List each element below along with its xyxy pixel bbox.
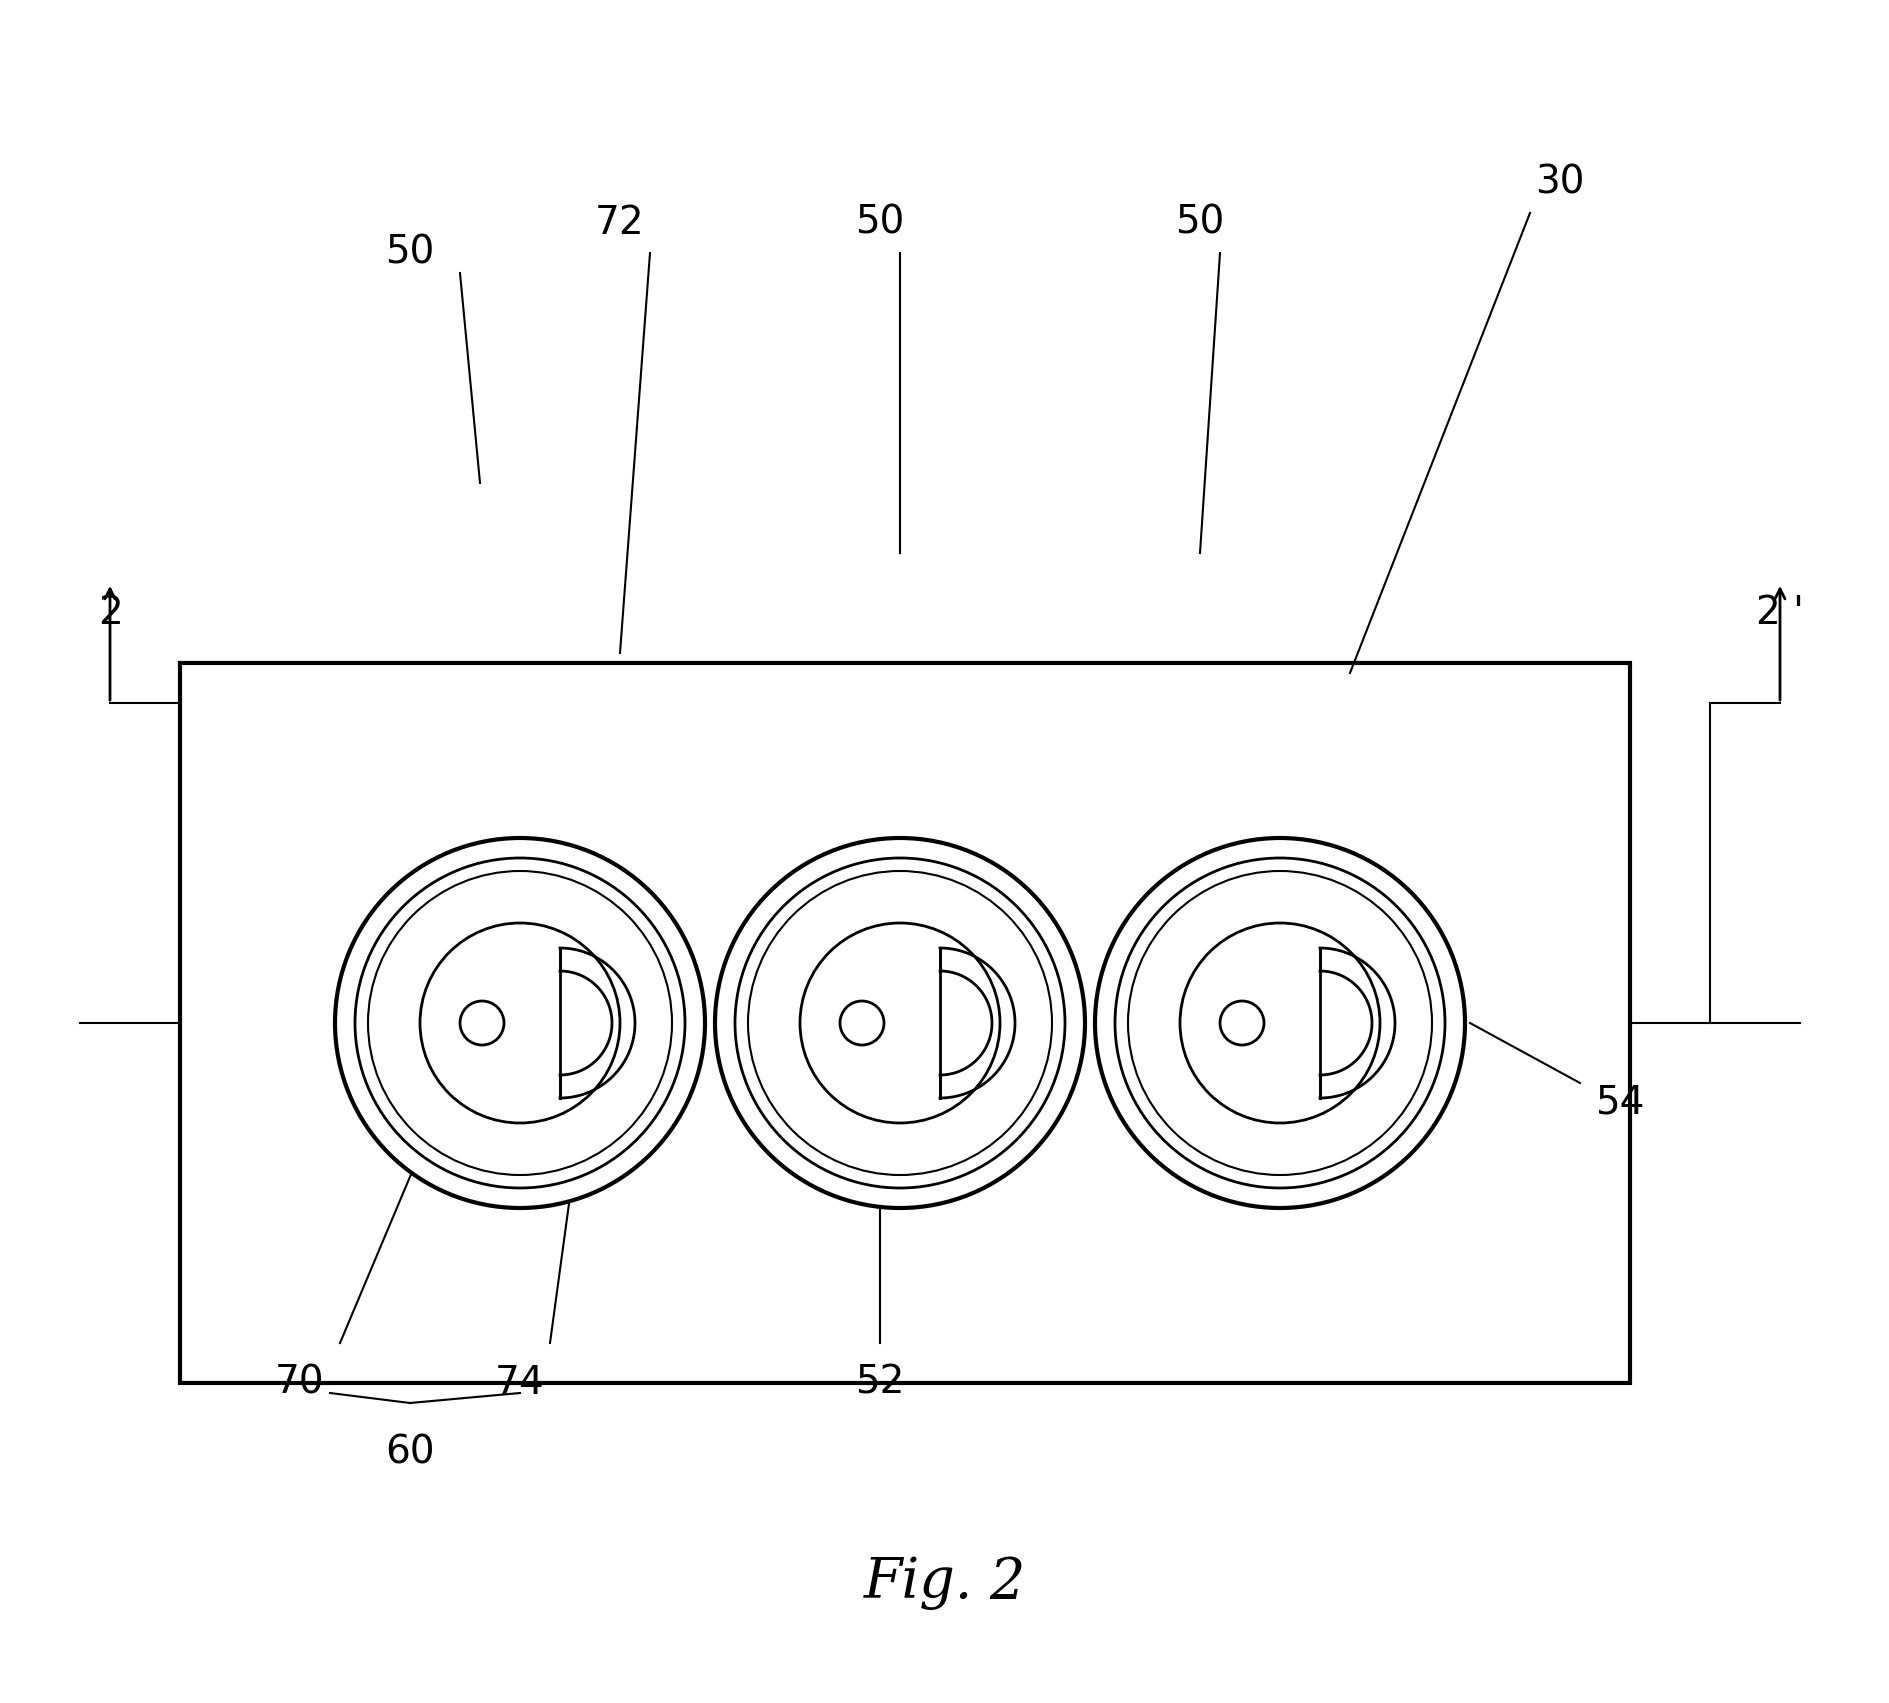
Text: 30: 30: [1534, 163, 1583, 203]
Circle shape: [748, 870, 1052, 1175]
Circle shape: [714, 838, 1084, 1207]
Text: 2: 2: [98, 594, 123, 632]
Text: 52: 52: [856, 1364, 905, 1402]
Circle shape: [799, 923, 999, 1122]
Circle shape: [735, 858, 1064, 1189]
Text: 2 ': 2 ': [1755, 594, 1802, 632]
Text: 50: 50: [856, 204, 905, 242]
Circle shape: [419, 923, 620, 1122]
Text: 60: 60: [385, 1434, 434, 1471]
Circle shape: [1115, 858, 1445, 1189]
Circle shape: [1179, 923, 1379, 1122]
Text: 72: 72: [595, 204, 644, 242]
Circle shape: [839, 1001, 884, 1046]
Circle shape: [1128, 870, 1432, 1175]
Text: 74: 74: [495, 1364, 544, 1402]
Circle shape: [368, 870, 672, 1175]
Text: 50: 50: [385, 233, 434, 272]
Circle shape: [1094, 838, 1464, 1207]
Text: Fig. 2: Fig. 2: [863, 1555, 1026, 1611]
Circle shape: [334, 838, 705, 1207]
Text: 50: 50: [1175, 204, 1224, 242]
Circle shape: [355, 858, 684, 1189]
Circle shape: [459, 1001, 504, 1046]
Circle shape: [1220, 1001, 1264, 1046]
Text: 70: 70: [276, 1364, 325, 1402]
Text: 54: 54: [1594, 1085, 1643, 1122]
Bar: [179, 662, 1628, 1383]
